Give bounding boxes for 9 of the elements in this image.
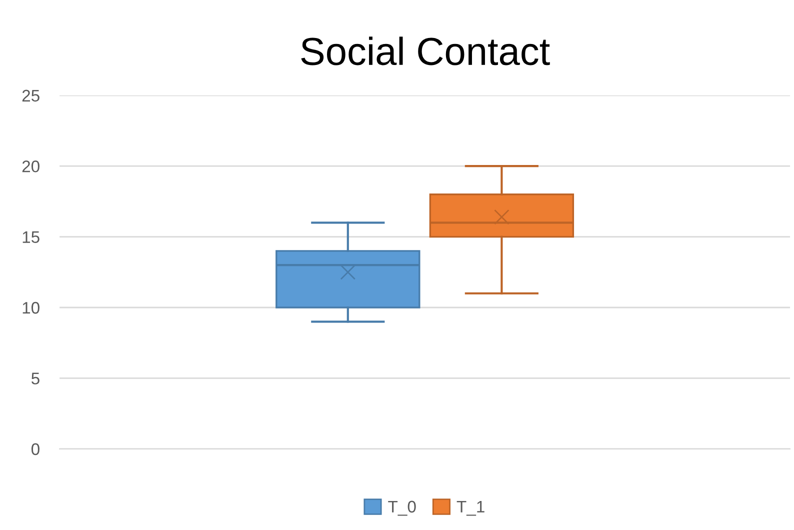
legend-label: T_0 [388, 500, 416, 516]
y-tick-label: 15 [22, 231, 40, 244]
y-tick-label: 0 [31, 443, 40, 456]
legend-label: T_1 [456, 500, 484, 516]
y-tick-label: 5 [32, 372, 40, 384]
y-tick-label: 25 [22, 90, 40, 102]
y-tick-label: 20 [22, 160, 40, 172]
chart-title: Social Contact [301, 36, 550, 66]
y-tick-label: 10 [22, 302, 40, 314]
